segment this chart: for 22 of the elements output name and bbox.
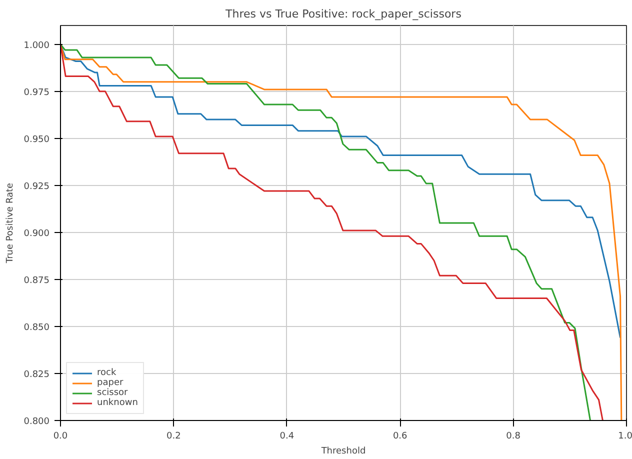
legend-label: unknown xyxy=(97,398,138,408)
x-tick-label: 0.6 xyxy=(392,432,408,442)
y-tick-label: 0.925 xyxy=(24,182,50,192)
x-tick-label: 0.8 xyxy=(506,432,521,442)
legend-label: paper xyxy=(97,378,124,388)
y-tick-label: 0.850 xyxy=(24,322,50,333)
y-tick-label: 0.950 xyxy=(24,134,50,145)
x-tick-label: 0.0 xyxy=(53,432,68,442)
y-tick-label: 0.975 xyxy=(24,88,50,98)
chart-title: Thres vs True Positive: rock_paper_scissors xyxy=(224,8,462,20)
x-axis-title: Threshold xyxy=(320,446,366,456)
legend-label: scissor xyxy=(97,388,128,398)
x-tick-label: 0.4 xyxy=(280,432,294,442)
y-tick-label: 0.800 xyxy=(24,417,50,427)
y-axis-title: True Positive Rate xyxy=(6,182,16,264)
y-tick-label: 0.900 xyxy=(24,228,50,239)
y-tick-label: 0.825 xyxy=(24,370,50,380)
x-tick-label: 0.2 xyxy=(166,432,181,442)
y-tick-label: 1.000 xyxy=(24,40,50,51)
x-tick-label: 1.0 xyxy=(618,432,632,442)
legend-label: rock xyxy=(97,368,117,378)
y-tick-label: 0.875 xyxy=(24,276,50,286)
